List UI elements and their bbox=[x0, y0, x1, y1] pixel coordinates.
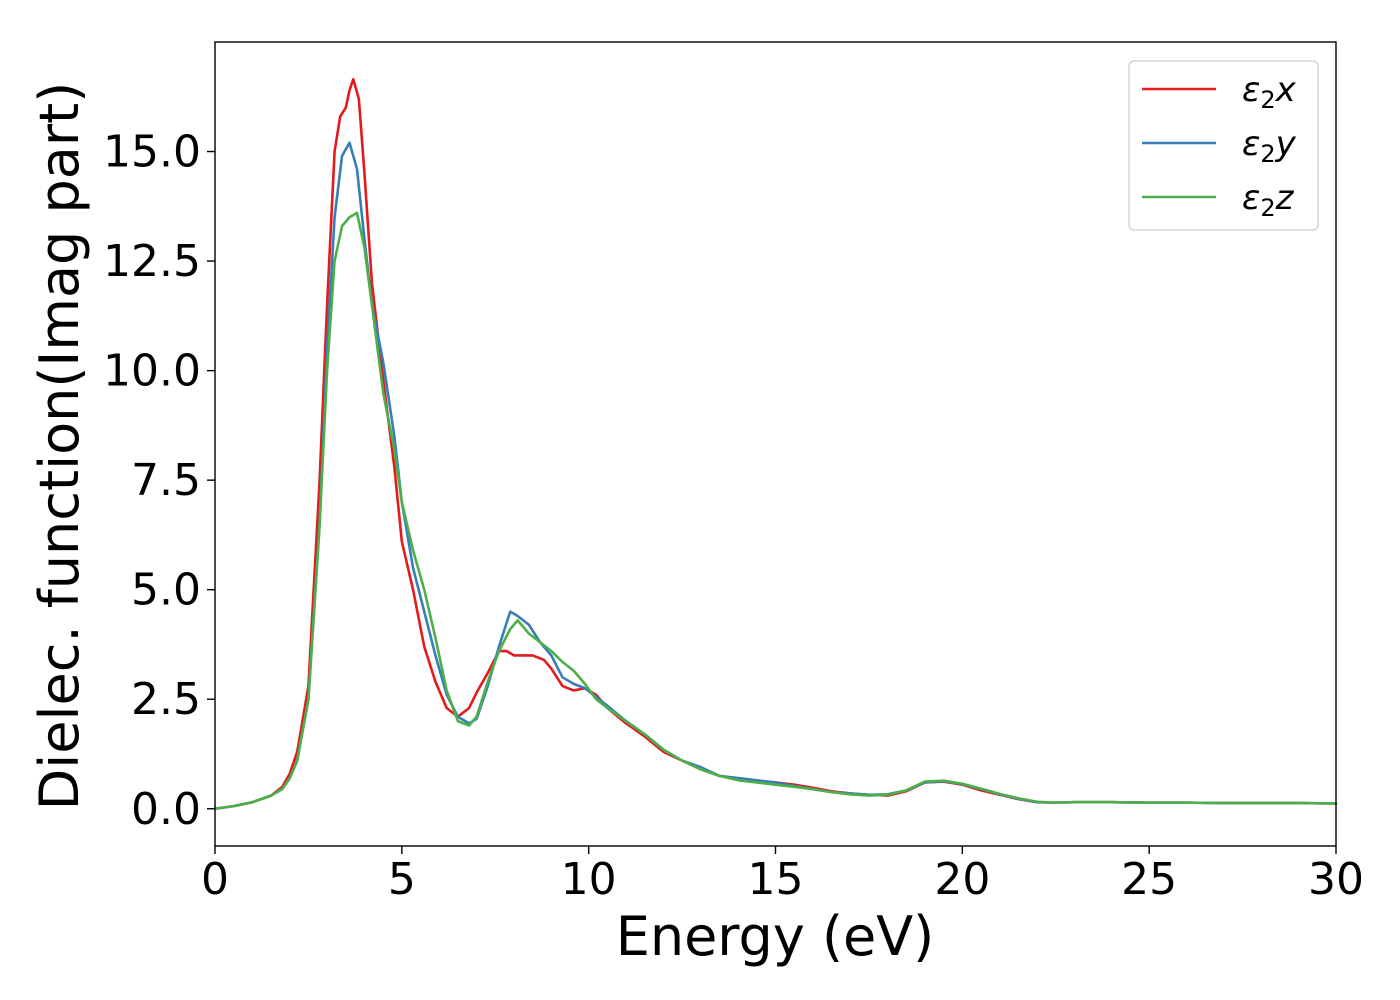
y-tick-label: 7.5 bbox=[131, 455, 201, 506]
x-tick-label: 20 bbox=[934, 854, 990, 905]
legend: ε2x ε2y ε2z bbox=[1128, 60, 1319, 231]
x-tick-label: 10 bbox=[561, 854, 617, 905]
y-tick-label: 10.0 bbox=[103, 346, 201, 397]
y-tick-label: 12.5 bbox=[103, 236, 201, 287]
y-tick-label: 15.0 bbox=[103, 127, 201, 178]
y-axis-label: Dielec. function(Imag part) bbox=[28, 82, 91, 811]
y-axis-ticks: 0.0 2.5 5.0 7.5 10.0 12.5 15.0 bbox=[103, 127, 215, 835]
y-tick-label: 5.0 bbox=[131, 565, 201, 616]
legend-label-z: ε2z bbox=[1242, 178, 1295, 222]
y-tick-label: 2.5 bbox=[131, 674, 201, 725]
legend-label-y: ε2y bbox=[1242, 124, 1297, 168]
x-tick-label: 0 bbox=[201, 854, 229, 905]
x-axis-ticks: 0 5 10 15 20 25 30 bbox=[201, 846, 1364, 905]
x-axis-label: Energy (eV) bbox=[616, 905, 935, 968]
series-line-z bbox=[213, 211, 1338, 811]
x-tick-label: 5 bbox=[388, 854, 416, 905]
series-lines bbox=[213, 77, 1338, 811]
x-tick-label: 25 bbox=[1121, 854, 1177, 905]
x-tick-label: 30 bbox=[1308, 854, 1364, 905]
x-tick-label: 15 bbox=[748, 854, 804, 905]
legend-box bbox=[1128, 60, 1319, 231]
legend-label-x: ε2x bbox=[1242, 70, 1297, 114]
y-tick-label: 0.0 bbox=[131, 784, 201, 835]
